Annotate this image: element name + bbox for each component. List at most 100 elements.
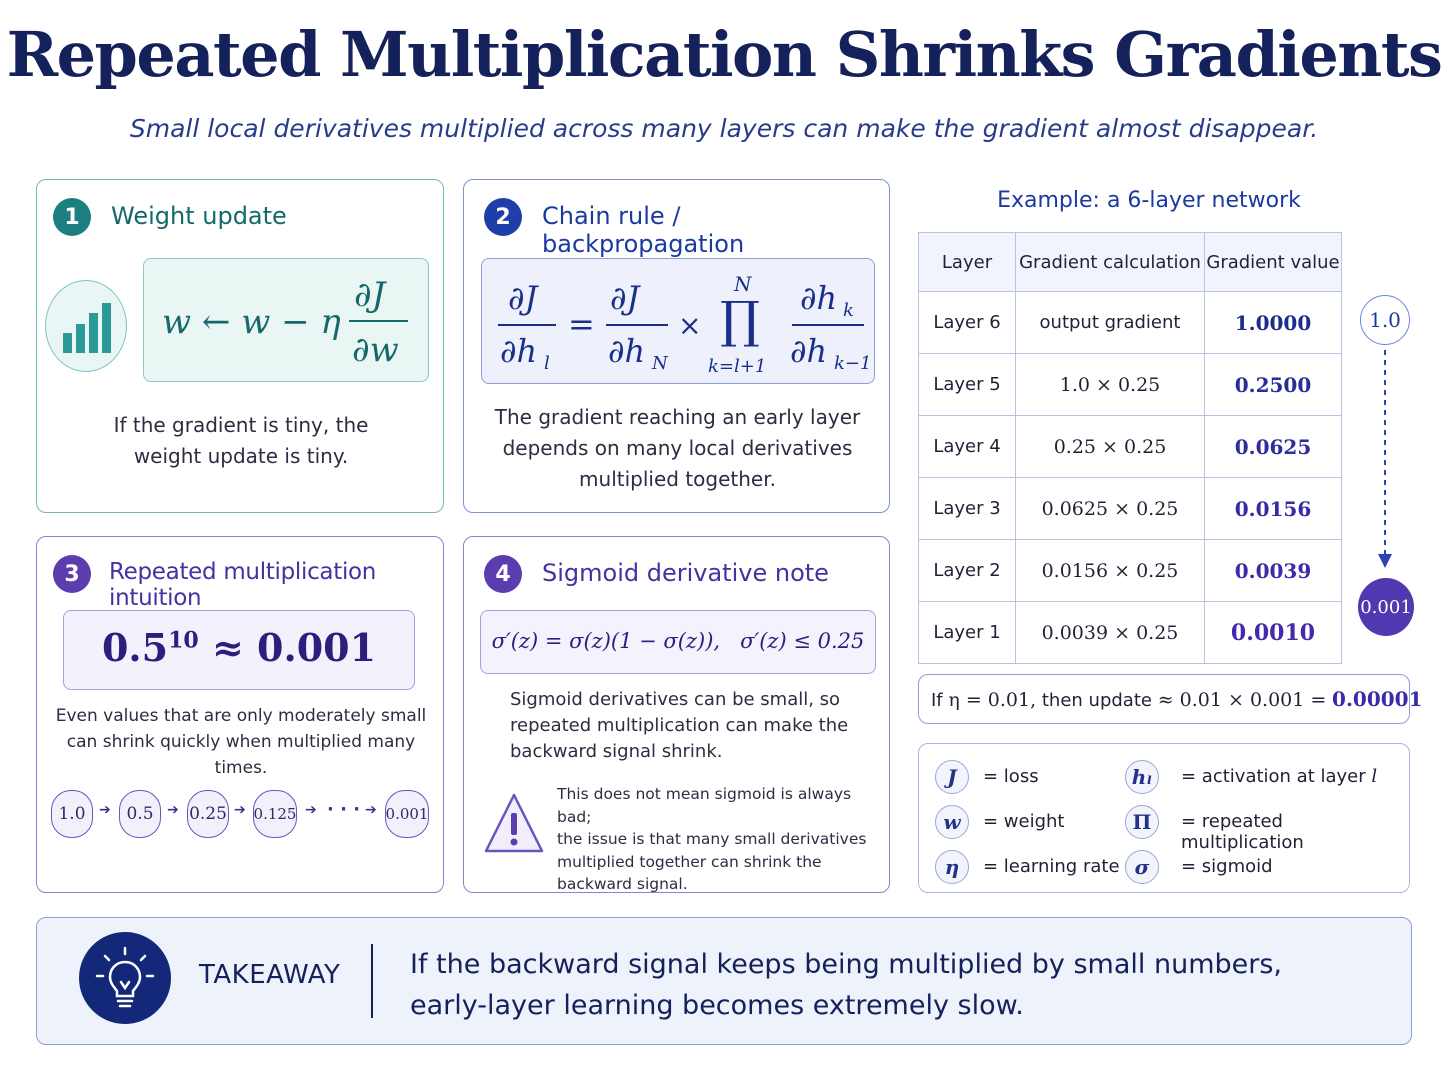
ellipsis: · · · — [327, 799, 361, 820]
card-chain-rule: 2 Chain rule / backpropagation ∂J ∂h l =… — [463, 179, 890, 513]
calc-cell: output gradient — [1015, 291, 1205, 354]
step-number-3: 3 — [53, 555, 91, 593]
calc-cell: 0.0156 × 0.25 — [1015, 539, 1205, 602]
layer-cell: Layer 3 — [918, 477, 1016, 540]
note-result: 0.00001 — [1332, 687, 1423, 711]
page-title: Repeated Multiplication Shrinks Gradient… — [6, 18, 1443, 91]
svg-text:∂h: ∂h — [500, 332, 537, 370]
layer-cell: Layer 2 — [918, 539, 1016, 602]
power-formula: 0.510 ≈ 0.001 — [63, 610, 415, 690]
card1-text: If the gradient is tiny, the weight upda… — [77, 410, 405, 472]
step-number-4: 4 — [484, 555, 522, 593]
calc-cell: 1.0 × 0.25 — [1015, 353, 1205, 416]
legend-text-suffix: l — [1371, 766, 1378, 787]
svg-text:∂w: ∂w — [352, 330, 399, 370]
chain-node: 0.5 — [119, 790, 161, 838]
calc-cell: 0.25 × 0.25 — [1015, 415, 1205, 478]
table-header-row: Layer Gradient calculation Gradient valu… — [918, 232, 1342, 292]
formula-base: 0.5 — [101, 625, 169, 670]
warning-text-line: multiplied together can shrink the — [557, 852, 822, 871]
arrow-right-icon: ➔ — [365, 802, 377, 818]
symbol-legend: J = loss w = weight η = learning rate hₗ… — [918, 743, 1410, 893]
arrow-right-icon: ➔ — [167, 802, 179, 818]
svg-text:∂J: ∂J — [354, 275, 388, 315]
loss-symbol-icon: J — [935, 760, 969, 794]
legend-text: = learning rate — [983, 856, 1120, 877]
svg-text:N: N — [733, 272, 753, 296]
product-symbol-icon: Π — [1125, 805, 1159, 839]
layer-cell: Layer 1 — [918, 601, 1016, 664]
card1-text-line: If the gradient is tiny, the — [113, 413, 369, 437]
chain-node: 0.125 — [253, 790, 297, 838]
card2-text-line: The gradient reaching an early layer — [494, 405, 861, 429]
value-cell: 0.0625 — [1204, 415, 1342, 478]
arrow-right-icon: ➔ — [234, 802, 246, 818]
layer-cell: Layer 5 — [918, 353, 1016, 416]
card-title: Weight update — [111, 202, 287, 230]
value-cell: 1.0000 — [1204, 291, 1342, 354]
example-title: Example: a 6-layer network — [997, 188, 1301, 213]
warning-icon — [482, 791, 546, 861]
value-cell: 0.0156 — [1204, 477, 1342, 540]
weight-symbol-icon: w — [935, 805, 969, 839]
legend-text-main: = activation at layer — [1181, 766, 1366, 787]
warning-text-line: This does not mean sigmoid is always bad… — [557, 785, 852, 826]
card4-text-line: Sigmoid derivatives can be small, so — [510, 689, 841, 710]
svg-text:=: = — [568, 305, 595, 343]
takeaway-text: If the backward signal keeps being multi… — [410, 944, 1282, 1026]
update-note: If η = 0.01, then update ≈ 0.01 × 0.001 … — [918, 674, 1423, 724]
svg-text:N: N — [651, 353, 669, 374]
svg-text:∏: ∏ — [720, 291, 760, 349]
calc-cell: 0.0625 × 0.25 — [1015, 477, 1205, 540]
card4-text-line: backward signal shrink. — [510, 741, 723, 762]
arrow-right-icon: ➔ — [99, 802, 111, 818]
table-row: Layer 1 0.0039 × 0.25 0.0010 — [918, 601, 1342, 664]
table-row: Layer 6 output gradient 1.0000 — [918, 291, 1342, 354]
card4-text-line: repeated multiplication can make the — [510, 715, 849, 736]
svg-text:∂J: ∂J — [610, 279, 642, 317]
svg-text:×: × — [678, 309, 701, 342]
chain-node: 0.25 — [187, 790, 229, 838]
legend-text: = sigmoid — [1181, 856, 1273, 877]
svg-text:∂J: ∂J — [508, 279, 540, 317]
card-weight-update: 1 Weight update w ← w − η ∂J ∂w If the g… — [36, 179, 444, 513]
end-gradient-badge: 0.001 — [1358, 578, 1414, 636]
sigma-symbol-icon: σ — [1125, 850, 1159, 884]
column-header: Gradient calculation — [1015, 232, 1205, 292]
card4-text: Sigmoid derivatives can be small, so rep… — [510, 687, 870, 765]
formula-exponent: 10 — [168, 627, 199, 654]
layer-cell: Layer 4 — [918, 415, 1016, 478]
weight-update-formula: w ← w − η ∂J ∂w — [143, 258, 429, 382]
formula-result: ≈ 0.001 — [211, 625, 377, 670]
legend-text: = loss — [983, 766, 1039, 787]
svg-text:∂h: ∂h — [800, 279, 837, 317]
card-title: Sigmoid derivative note — [542, 559, 829, 587]
svg-text:∂h: ∂h — [790, 332, 827, 370]
column-header: Gradient value — [1204, 232, 1342, 292]
card-title: Chain rule / backpropagation — [542, 202, 745, 258]
eta-symbol-icon: η — [935, 850, 969, 884]
value-cell: 0.0010 — [1204, 601, 1342, 664]
svg-text:k=l+1: k=l+1 — [708, 356, 766, 377]
warning-text: This does not mean sigmoid is always bad… — [557, 783, 877, 896]
takeaway-label: TAKEAWAY — [199, 960, 341, 990]
svg-text:∂h: ∂h — [608, 332, 645, 370]
card-sigmoid-note: 4 Sigmoid derivative note σ′(z) = σ(z)(1… — [463, 536, 890, 893]
lightbulb-icon — [79, 932, 171, 1024]
note-prefix: If — [931, 690, 943, 711]
card3-text-line: can shrink quickly when multiplied many … — [66, 732, 416, 778]
step-number-2: 2 — [484, 198, 522, 236]
warning-text-line: the issue is that many small derivatives — [557, 830, 867, 848]
table-row: Layer 5 1.0 × 0.25 0.2500 — [918, 353, 1342, 416]
note-mid: then update — [1041, 690, 1152, 711]
card-title: Repeated multiplication intuition — [109, 559, 377, 611]
card1-text-line: weight update is tiny. — [133, 444, 349, 468]
legend-text: = weight — [983, 811, 1065, 832]
card2-text-line: depends on many local derivatives — [502, 436, 853, 460]
takeaway-divider — [371, 944, 373, 1018]
value-cell: 0.2500 — [1204, 353, 1342, 416]
arrow-right-icon: ➔ — [305, 802, 317, 818]
note-eta: η = 0.01, — [948, 689, 1037, 711]
card3-text: Even values that are only moderately sma… — [47, 703, 435, 781]
takeaway-banner: TAKEAWAY If the backward signal keeps be… — [36, 917, 1412, 1045]
